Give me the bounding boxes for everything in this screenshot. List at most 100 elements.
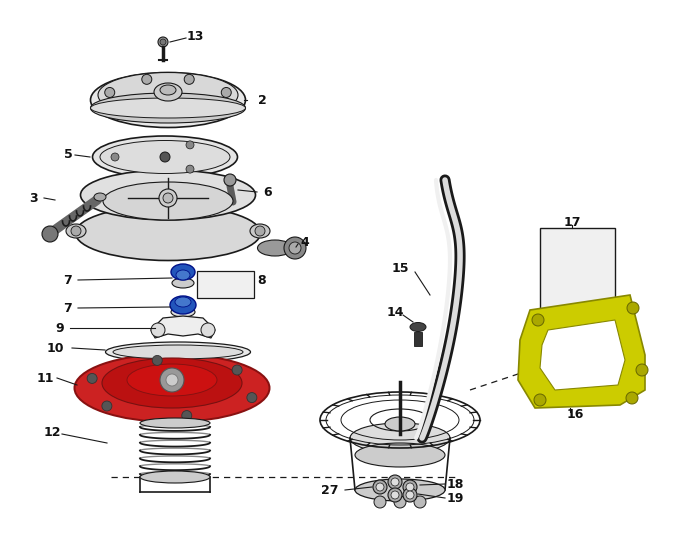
Circle shape [406,491,414,499]
Ellipse shape [75,354,269,422]
Ellipse shape [171,307,195,317]
Text: 4: 4 [301,236,310,248]
Circle shape [87,373,97,384]
Circle shape [373,480,387,494]
Circle shape [105,88,115,98]
Circle shape [289,242,301,254]
Text: 13: 13 [186,31,203,43]
Ellipse shape [127,364,217,396]
Circle shape [626,392,638,404]
Text: 17: 17 [563,215,581,229]
Ellipse shape [258,240,292,256]
Ellipse shape [154,83,182,101]
Ellipse shape [355,479,445,501]
Ellipse shape [385,417,415,431]
Circle shape [391,478,399,486]
Circle shape [284,237,306,259]
Text: 5: 5 [64,149,73,162]
Ellipse shape [160,85,176,95]
Ellipse shape [113,345,243,359]
Text: 9: 9 [55,322,64,334]
Circle shape [163,193,173,203]
Circle shape [160,39,166,45]
Polygon shape [151,316,215,338]
Ellipse shape [66,224,86,238]
Circle shape [151,323,165,337]
Circle shape [534,394,546,406]
Ellipse shape [94,193,106,201]
Ellipse shape [140,418,210,428]
Text: 15: 15 [391,261,409,275]
Circle shape [186,165,194,173]
Ellipse shape [355,443,445,467]
Ellipse shape [92,136,238,178]
Circle shape [376,483,384,491]
Text: 16: 16 [566,408,584,421]
Text: 12: 12 [43,425,61,438]
Circle shape [627,302,639,314]
Circle shape [403,480,417,494]
Circle shape [42,226,58,242]
Circle shape [636,364,648,376]
Circle shape [186,141,194,149]
Circle shape [152,356,162,366]
Circle shape [255,226,265,236]
Polygon shape [518,295,645,408]
Ellipse shape [90,98,245,118]
FancyBboxPatch shape [197,271,254,298]
Circle shape [201,323,215,337]
Ellipse shape [105,342,251,362]
Ellipse shape [140,471,210,483]
Text: 2: 2 [258,94,266,106]
Ellipse shape [175,297,191,307]
Ellipse shape [250,224,270,238]
Text: 19: 19 [447,492,464,505]
Ellipse shape [75,206,260,260]
Circle shape [224,174,236,186]
Circle shape [71,226,81,236]
Ellipse shape [176,270,190,280]
Circle shape [160,152,170,162]
Circle shape [232,365,242,375]
Ellipse shape [103,182,233,220]
Ellipse shape [90,93,245,123]
Circle shape [532,314,544,326]
Text: 8: 8 [258,273,266,287]
Circle shape [394,496,406,508]
Text: 27: 27 [321,483,339,496]
Ellipse shape [171,264,195,280]
Circle shape [388,475,402,489]
Polygon shape [540,320,625,390]
Circle shape [184,75,195,84]
Text: 18: 18 [447,477,464,490]
Ellipse shape [350,423,450,453]
Circle shape [166,374,178,386]
Text: 14: 14 [386,305,403,318]
Text: 10: 10 [47,341,64,355]
Circle shape [221,88,232,98]
Circle shape [159,189,177,207]
Circle shape [414,496,426,508]
Ellipse shape [172,278,194,288]
Circle shape [388,488,402,502]
Ellipse shape [102,358,242,408]
Ellipse shape [90,72,245,128]
Ellipse shape [81,170,256,220]
Text: 3: 3 [29,191,38,204]
Text: 11: 11 [36,372,53,385]
Text: 7: 7 [64,273,73,287]
Circle shape [160,368,184,392]
Circle shape [247,392,257,403]
Ellipse shape [410,323,426,332]
Circle shape [403,488,417,502]
Circle shape [182,410,192,420]
Circle shape [374,496,386,508]
Circle shape [391,491,399,499]
Circle shape [102,401,112,411]
Circle shape [142,75,152,84]
Ellipse shape [170,296,196,314]
Ellipse shape [100,140,230,174]
Text: 6: 6 [264,186,273,198]
Text: 7: 7 [64,301,73,315]
Polygon shape [540,228,615,315]
